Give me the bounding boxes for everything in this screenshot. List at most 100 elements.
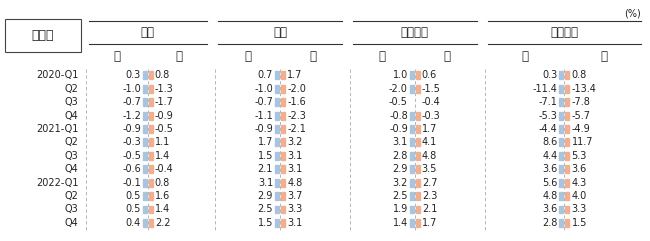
- Bar: [566, 71, 569, 79]
- Text: 1.9: 1.9: [393, 204, 408, 214]
- Bar: [143, 165, 147, 173]
- Bar: [143, 219, 147, 227]
- Bar: [149, 71, 153, 79]
- Bar: [281, 125, 285, 133]
- Text: Q4: Q4: [65, 111, 79, 120]
- Text: -2.0: -2.0: [389, 84, 408, 94]
- Bar: [416, 206, 420, 214]
- Bar: [149, 85, 153, 93]
- Text: 日本: 日本: [141, 26, 155, 39]
- Bar: [410, 219, 414, 227]
- Text: 0.7: 0.7: [258, 70, 273, 80]
- Text: 2.1: 2.1: [258, 164, 273, 174]
- Text: -0.9: -0.9: [122, 124, 141, 134]
- Text: 0.8: 0.8: [571, 70, 587, 80]
- Text: -2.0: -2.0: [287, 84, 306, 94]
- Bar: [149, 152, 153, 160]
- Text: -1.0: -1.0: [122, 84, 141, 94]
- Bar: [143, 192, 147, 200]
- Text: 4.4: 4.4: [542, 151, 558, 161]
- Bar: [560, 152, 564, 160]
- Text: 3.1: 3.1: [287, 151, 302, 161]
- Bar: [275, 165, 279, 173]
- Bar: [560, 206, 564, 214]
- Bar: [149, 112, 153, 120]
- Text: 3.3: 3.3: [571, 204, 587, 214]
- Text: -1.2: -1.2: [122, 111, 141, 120]
- Text: -2.1: -2.1: [287, 124, 306, 134]
- Text: 女: 女: [601, 50, 608, 63]
- Bar: [281, 71, 285, 79]
- Bar: [560, 98, 564, 106]
- Text: 1.4: 1.4: [155, 204, 170, 214]
- Text: 男: 男: [521, 50, 528, 63]
- Text: -0.6: -0.6: [122, 164, 141, 174]
- Bar: [410, 206, 414, 214]
- Bar: [275, 98, 279, 106]
- Text: -0.7: -0.7: [254, 97, 273, 107]
- Bar: [149, 125, 153, 133]
- Bar: [566, 112, 569, 120]
- Text: -7.8: -7.8: [571, 97, 590, 107]
- Text: 2.8: 2.8: [393, 151, 408, 161]
- Text: 2020-Q1: 2020-Q1: [36, 70, 79, 80]
- Text: -5.3: -5.3: [539, 111, 558, 120]
- Bar: [560, 138, 564, 146]
- Bar: [416, 192, 420, 200]
- Bar: [275, 179, 279, 187]
- Bar: [281, 98, 285, 106]
- Bar: [275, 152, 279, 160]
- Bar: [281, 179, 285, 187]
- Bar: [410, 85, 414, 93]
- Text: 男: 男: [244, 50, 251, 63]
- Text: -5.7: -5.7: [571, 111, 590, 120]
- Text: 5.6: 5.6: [542, 178, 558, 188]
- Bar: [566, 165, 569, 173]
- Text: 1.1: 1.1: [155, 137, 170, 147]
- Text: 3.1: 3.1: [393, 137, 408, 147]
- Text: 1.4: 1.4: [155, 151, 170, 161]
- Text: 2.9: 2.9: [258, 191, 273, 201]
- Bar: [410, 192, 414, 200]
- Bar: [149, 206, 153, 214]
- Text: -0.5: -0.5: [122, 151, 141, 161]
- Bar: [149, 138, 153, 146]
- Text: 0.5: 0.5: [125, 191, 141, 201]
- Text: 男: 男: [379, 50, 386, 63]
- Text: 0.8: 0.8: [155, 70, 170, 80]
- Text: アメリカ: アメリカ: [551, 26, 578, 39]
- Bar: [281, 192, 285, 200]
- Bar: [566, 152, 569, 160]
- Bar: [143, 112, 147, 120]
- Bar: [149, 192, 153, 200]
- Text: 3.2: 3.2: [393, 178, 408, 188]
- Text: -1.7: -1.7: [155, 97, 174, 107]
- Text: Q4: Q4: [65, 218, 79, 228]
- Bar: [566, 206, 569, 214]
- Bar: [416, 138, 420, 146]
- Bar: [410, 152, 414, 160]
- Text: 2.3: 2.3: [422, 191, 437, 201]
- Bar: [143, 152, 147, 160]
- Bar: [566, 85, 569, 93]
- Text: -1.3: -1.3: [155, 84, 174, 94]
- Bar: [566, 179, 569, 187]
- Bar: [410, 71, 414, 79]
- Text: -0.9: -0.9: [155, 111, 174, 120]
- Bar: [560, 165, 564, 173]
- Text: 3.6: 3.6: [571, 164, 587, 174]
- Bar: [149, 219, 153, 227]
- Text: 4.8: 4.8: [542, 191, 558, 201]
- Text: 0.4: 0.4: [125, 218, 141, 228]
- Text: 2021-Q1: 2021-Q1: [36, 124, 79, 134]
- Bar: [149, 179, 153, 187]
- Text: 8.6: 8.6: [542, 137, 558, 147]
- Text: 2.1: 2.1: [422, 204, 437, 214]
- Text: -0.1: -0.1: [122, 178, 141, 188]
- Bar: [566, 98, 569, 106]
- Text: Q2: Q2: [64, 191, 79, 201]
- Bar: [410, 125, 414, 133]
- FancyBboxPatch shape: [5, 19, 81, 52]
- Text: -1.0: -1.0: [254, 84, 273, 94]
- Bar: [410, 165, 414, 173]
